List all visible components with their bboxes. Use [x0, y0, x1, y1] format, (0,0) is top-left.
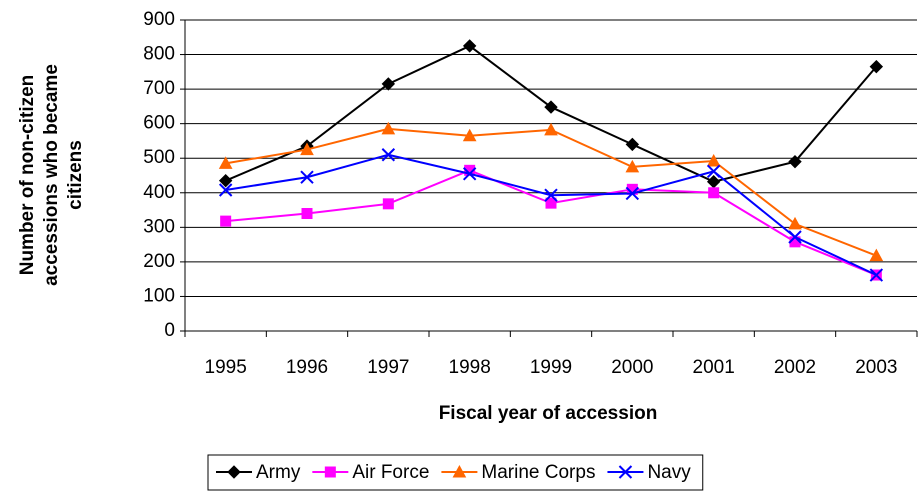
- marker: [544, 100, 558, 114]
- x-tick-label: 1995: [205, 357, 247, 378]
- y-tick-label: 0: [164, 320, 175, 341]
- legend-label: Air Force: [352, 462, 429, 483]
- y-tick-label: 100: [143, 285, 175, 306]
- marker: [462, 128, 477, 142]
- y-tick-label: 800: [143, 44, 175, 65]
- marker: [708, 187, 720, 199]
- marker: [381, 77, 396, 91]
- marker: [706, 164, 721, 179]
- legend: Army Air Force Marine Corps Navy: [207, 454, 704, 491]
- marker: [545, 197, 557, 209]
- x-axis-label: Fiscal year of accession: [439, 403, 658, 424]
- marker: [869, 248, 884, 262]
- marker: [618, 465, 633, 479]
- marker: [227, 465, 241, 479]
- marker: [300, 142, 314, 156]
- marker: [625, 137, 640, 152]
- y-tick-label: 300: [143, 216, 175, 237]
- y-axis-label: citizens: [65, 140, 86, 210]
- x-tick-label: 1999: [530, 357, 572, 378]
- x-tick-label: 1996: [286, 357, 328, 378]
- marker: [788, 216, 802, 230]
- legend-label: Navy: [647, 462, 691, 483]
- y-tick-label: 700: [143, 78, 175, 99]
- marker: [300, 170, 314, 184]
- legend-label: Army: [256, 462, 301, 483]
- marker: [218, 173, 233, 188]
- marker: [218, 156, 233, 169]
- x-tick-label: 1997: [367, 357, 409, 378]
- y-tick-label: 500: [143, 147, 175, 168]
- y-tick-label: 600: [143, 113, 175, 134]
- marker: [869, 268, 884, 282]
- marker: [544, 122, 558, 136]
- marker: [544, 188, 558, 202]
- marker: [381, 148, 396, 162]
- marker: [706, 153, 721, 167]
- x-tick-label: 2002: [774, 357, 816, 378]
- y-tick-label: 200: [143, 251, 175, 272]
- y-axis-label: accessions who became: [41, 64, 62, 286]
- legend-label: Marine Corps: [481, 462, 595, 483]
- series-line: [225, 44, 878, 183]
- marker: [788, 154, 802, 169]
- marker: [462, 39, 477, 53]
- y-tick-label: 400: [143, 182, 175, 203]
- marker: [706, 175, 721, 189]
- x-tick-label: 1998: [449, 357, 491, 378]
- marker: [462, 167, 477, 181]
- marker: [625, 186, 640, 201]
- marker: [625, 159, 640, 173]
- series-line: [225, 127, 877, 257]
- series-line: [225, 153, 877, 276]
- marker: [301, 208, 313, 220]
- y-axis-label: Number of non-citizen: [17, 75, 38, 276]
- marker: [869, 59, 884, 74]
- marker: [464, 164, 476, 176]
- marker: [381, 121, 396, 135]
- marker: [220, 215, 232, 227]
- marker: [218, 183, 233, 197]
- y-tick-label: 900: [143, 9, 175, 30]
- x-tick-label: 2001: [693, 357, 735, 378]
- marker: [382, 198, 394, 210]
- x-tick-label: 2003: [855, 357, 897, 378]
- marker: [788, 230, 802, 244]
- marker: [324, 466, 336, 478]
- x-tick-label: 2000: [611, 357, 653, 378]
- marker: [452, 464, 467, 478]
